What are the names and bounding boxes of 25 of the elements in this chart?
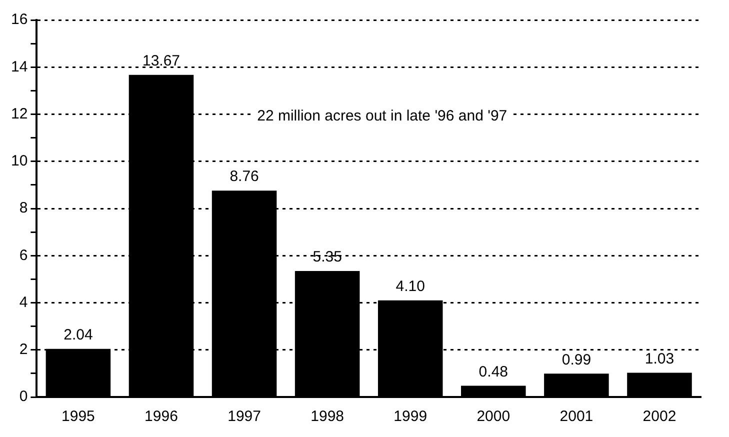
- x-tick-label: 1998: [310, 408, 344, 426]
- x-tick-label: 2001: [560, 408, 594, 426]
- y-tick-label: 12: [10, 105, 28, 122]
- x-tick-label: 1996: [144, 408, 178, 426]
- data-label: 0.99: [562, 351, 592, 368]
- annotation: 22 million acres out in late '96 and '97: [257, 107, 508, 124]
- data-label: 8.76: [230, 168, 259, 186]
- y-tick-label: 0: [19, 388, 28, 406]
- data-label: 1.03: [644, 350, 674, 368]
- data-label: 2.04: [64, 326, 93, 344]
- x-tick-label: 2002: [642, 408, 676, 426]
- x-tick-label: 1997: [228, 408, 261, 426]
- y-tick-label: 4: [19, 294, 28, 311]
- data-label: 0.48: [478, 363, 508, 380]
- y-tick-label: 10: [10, 152, 28, 170]
- data-label: 13.67: [142, 52, 180, 70]
- y-tick-label: 8: [19, 200, 28, 217]
- x-tick-label: 2000: [476, 408, 510, 426]
- y-tick-label: 2: [19, 341, 28, 358]
- data-label: 4.10: [396, 278, 425, 296]
- y-tick-label: 16: [10, 11, 28, 28]
- x-tick-label: 1995: [62, 408, 95, 426]
- y-tick-label: 14: [10, 58, 28, 76]
- x-tick-label: 1999: [394, 408, 428, 426]
- y-tick-label: 6: [19, 246, 28, 264]
